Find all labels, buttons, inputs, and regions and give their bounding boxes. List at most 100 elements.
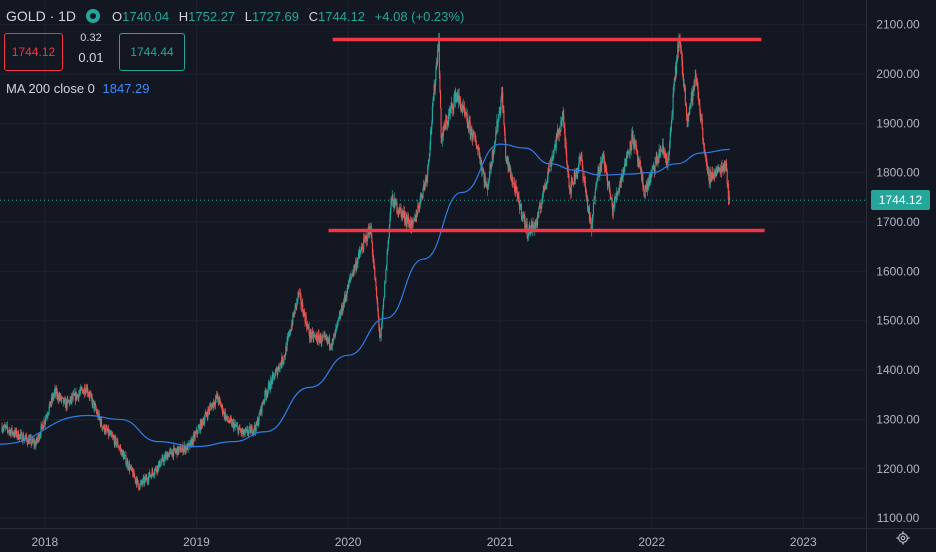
candle-body [624,158,626,167]
candle-body [474,133,476,140]
candle-body [436,62,438,64]
candle-body [684,87,686,103]
candle-body [459,98,461,100]
candle-body [407,217,410,223]
candle-body [617,191,620,193]
candle-body [424,178,426,186]
candle-body [690,103,692,108]
candle-body [182,450,185,453]
candle-body [72,394,74,399]
candle-body [366,239,368,242]
candle-body [566,163,568,168]
candle-body [509,169,511,172]
candle-body [525,224,527,228]
candle-body [192,435,194,444]
candle-body [181,445,183,449]
indicator-legend[interactable]: MA 200 close 0 1847.29 [6,81,150,96]
time-axis[interactable]: 2018 2019 2020 2021 2022 2023 [0,528,936,550]
candle-body [384,282,386,284]
candle-body [55,389,57,394]
candle-body [76,394,78,399]
candle-body [551,157,553,161]
candle-body [691,91,693,101]
candle-body [65,401,67,409]
candle-body [391,198,393,202]
candle-body [724,166,726,168]
candle-body [424,183,426,186]
candle-body [676,60,678,73]
candle-body [189,440,192,447]
candle-body [683,78,685,87]
candle-body [606,175,608,186]
candle-body [568,175,570,188]
candle-body [578,157,581,163]
price-axis[interactable]: 2100.00 2000.00 1900.00 1800.00 1700.00 1600.… [866,0,921,552]
candle-body [400,208,402,211]
candle-body [211,404,213,410]
buy-button[interactable]: 1744.44 [119,33,185,71]
candle-body [134,476,136,481]
candle-body [285,346,287,351]
candle-body [290,329,292,332]
sell-button[interactable]: 1744.12 [4,33,63,71]
candle-body [75,392,78,399]
candle-body [217,393,219,400]
candle-body [611,197,613,206]
indicator-value: 1847.29 [102,81,150,96]
candle-body [64,399,66,401]
candle-body [345,296,347,298]
candle-body [391,195,393,202]
candle-body [253,430,255,432]
candle-body [581,160,583,169]
candle-body [243,429,245,436]
candle-body [121,450,123,457]
candle-body [582,168,584,178]
candle-body [656,157,658,163]
candle-body [520,204,522,207]
candle-body [533,224,535,230]
candle-body [102,428,104,429]
candle-body [470,129,472,135]
candle-body [191,440,193,446]
candle-body [145,477,147,480]
price-tick-label: 1900.00 [876,116,920,130]
candle-body [298,292,300,294]
candle-body [221,405,223,407]
candle-body [323,335,325,337]
candle-body [702,128,704,139]
gear-icon[interactable] [896,531,910,545]
candle-body [425,177,427,179]
candle-body [687,112,689,121]
candle-body [178,448,180,453]
candle-body [537,214,539,225]
candle-body [433,84,435,98]
candle-body [710,175,713,182]
candle-body [279,363,281,370]
candle-body [50,403,52,407]
candle-body [670,129,672,133]
candle-body [66,399,68,408]
candle-body [180,451,182,453]
candle-body [634,140,636,145]
candle-body [266,393,268,395]
candle-body [95,405,97,410]
candle-body [177,446,179,453]
candle-body [467,123,469,126]
candle-body [32,438,34,442]
candle-body [362,249,364,251]
candle-body [467,125,469,130]
candle-body [335,326,337,330]
candle-body [63,399,65,404]
candle-body [46,416,48,418]
price-tick-label: 1700.00 [876,215,920,229]
candle-body [401,210,403,218]
candle-body [340,312,342,314]
candle-body [241,429,243,434]
symbol-label[interactable]: GOLD · 1D [6,8,77,24]
candle-body [428,153,431,160]
candle-body [42,425,44,430]
candle-body [49,401,51,407]
candle-body [445,119,447,130]
candle-body [666,159,668,166]
